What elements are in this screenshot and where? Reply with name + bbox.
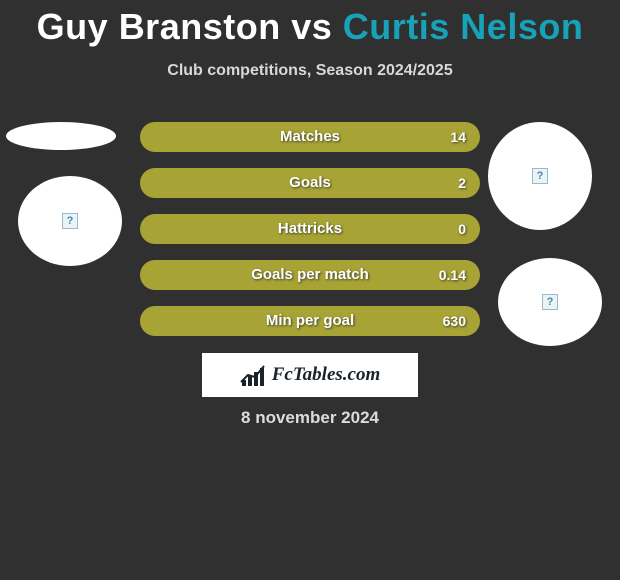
bar-track — [140, 306, 480, 336]
date-text: 8 november 2024 — [0, 408, 620, 428]
placeholder-icon: ? — [62, 213, 78, 229]
bar-track — [140, 122, 480, 152]
placeholder-icon: ? — [542, 294, 558, 310]
vs-text: vs — [291, 6, 332, 47]
bar-player2 — [140, 306, 480, 336]
logo-text: FcTables.com — [272, 364, 381, 386]
bar-track — [140, 260, 480, 290]
player-photo-placeholder: ? — [18, 176, 122, 266]
page-title: Guy Branston vs Curtis Nelson — [0, 0, 620, 48]
bar-player2 — [140, 214, 480, 244]
player-photo-placeholder: ? — [488, 122, 592, 230]
bar-player2 — [140, 122, 480, 152]
decor-ellipse — [6, 122, 116, 150]
placeholder-icon: ? — [532, 168, 548, 184]
player2-name: Curtis Nelson — [343, 6, 584, 47]
player-photo-placeholder: ? — [498, 258, 602, 346]
bar-track — [140, 214, 480, 244]
bar-player2 — [140, 168, 480, 198]
bar-player2 — [140, 260, 480, 290]
site-logo: FcTables.com — [202, 353, 418, 397]
bar-track — [140, 168, 480, 198]
player1-name: Guy Branston — [37, 6, 281, 47]
subtitle: Club competitions, Season 2024/2025 — [0, 62, 620, 80]
logo-bar-icon — [240, 364, 266, 386]
